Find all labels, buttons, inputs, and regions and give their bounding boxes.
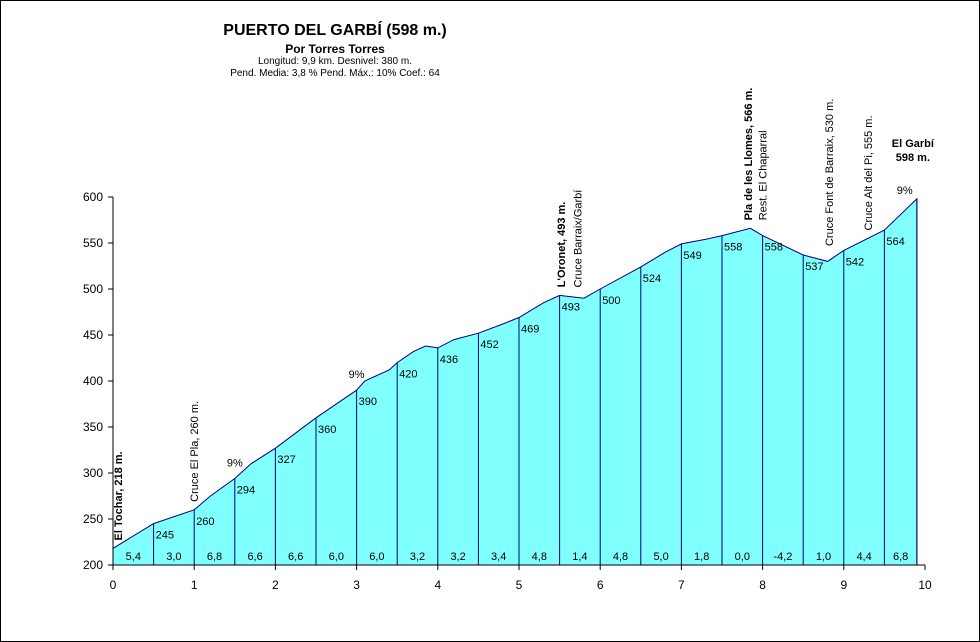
gradient-label: 4,8 bbox=[532, 551, 547, 563]
waypoint-label: Cruce Font de Barraix, 530 m. bbox=[824, 99, 836, 246]
gradient-label: 1,0 bbox=[816, 551, 831, 563]
y-tick-label: 250 bbox=[83, 512, 103, 526]
x-tick-label: 5 bbox=[516, 578, 523, 592]
gradient-label: 6,6 bbox=[247, 551, 262, 563]
gradient-label: 6,8 bbox=[207, 551, 222, 563]
x-tick-label: 2 bbox=[272, 578, 279, 592]
y-tick-label: 350 bbox=[83, 420, 103, 434]
altitude-label: 542 bbox=[846, 256, 864, 268]
altitude-label: 360 bbox=[318, 424, 336, 436]
altitude-label: 558 bbox=[765, 242, 783, 254]
gradient-label: 1,4 bbox=[572, 551, 587, 563]
y-tick-label: 450 bbox=[83, 328, 103, 342]
gradient-label: 6,8 bbox=[893, 551, 908, 563]
altitude-label: 327 bbox=[277, 454, 295, 466]
altitude-label: 420 bbox=[399, 369, 417, 381]
altitude-label: 436 bbox=[440, 354, 458, 366]
max-gradient-label: 9% bbox=[349, 369, 365, 381]
x-tick-label: 7 bbox=[678, 578, 685, 592]
x-tick-label: 9 bbox=[840, 578, 847, 592]
altitude-label: 564 bbox=[886, 236, 904, 248]
y-tick-label: 200 bbox=[83, 558, 103, 572]
altitude-label: 558 bbox=[724, 242, 742, 254]
altitude-label: 493 bbox=[562, 301, 580, 313]
altitude-label: 245 bbox=[156, 530, 174, 542]
waypoint-label: Pla de les Llomes, 566 m. bbox=[743, 88, 755, 221]
y-tick-label: 600 bbox=[83, 190, 103, 204]
gradient-label: 0,0 bbox=[735, 551, 750, 563]
x-tick-label: 6 bbox=[597, 578, 604, 592]
gradient-label: 6,6 bbox=[288, 551, 303, 563]
max-gradient-label: 9% bbox=[227, 458, 243, 470]
gradient-label: 3,2 bbox=[410, 551, 425, 563]
altitude-label: 500 bbox=[602, 295, 620, 307]
x-tick-label: 4 bbox=[434, 578, 441, 592]
x-tick-label: 1 bbox=[191, 578, 198, 592]
altitude-label: 549 bbox=[683, 250, 701, 262]
waypoint-label: Cruce Barraix/Garbí bbox=[572, 190, 584, 288]
gradient-label: 3,0 bbox=[166, 551, 181, 563]
gradient-label: 6,0 bbox=[369, 551, 384, 563]
gradient-label: 4,8 bbox=[613, 551, 628, 563]
y-tick-label: 550 bbox=[83, 236, 103, 250]
gradient-label: 4,4 bbox=[856, 551, 871, 563]
gradient-label: 6,0 bbox=[329, 551, 344, 563]
altitude-label: 390 bbox=[359, 396, 377, 408]
waypoint-label: Cruce El Pla, 260 m. bbox=[189, 401, 201, 502]
altitude-label: 260 bbox=[196, 516, 214, 528]
summit-label: El Garbí bbox=[892, 138, 935, 150]
x-tick-label: 3 bbox=[353, 578, 360, 592]
waypoint-label: L'Oronet, 493 m. bbox=[556, 202, 568, 288]
waypoint-label: Rest. El Chaparral bbox=[757, 130, 769, 220]
altitude-label: 469 bbox=[521, 324, 539, 336]
waypoint-label: El Tochar, 218 m. bbox=[113, 451, 125, 540]
chart-title: PUERTO DEL GARBÍ (598 m.) bbox=[223, 22, 447, 39]
chart-info-line-2: Pend. Media: 3,8 % Pend. Máx.: 10% Coef.… bbox=[230, 68, 440, 79]
x-tick-label: 8 bbox=[759, 578, 766, 592]
x-tick-label: 10 bbox=[918, 578, 932, 592]
y-tick-label: 300 bbox=[83, 466, 103, 480]
summit-altitude-label: 598 m. bbox=[896, 152, 930, 164]
chart-subtitle: Por Torres Torres bbox=[285, 42, 385, 56]
x-tick-label: 0 bbox=[110, 578, 117, 592]
gradient-label: 5,4 bbox=[126, 551, 141, 563]
altitude-label: 294 bbox=[237, 485, 255, 497]
waypoint-label: Cruce Alt del Pi, 555 m. bbox=[863, 115, 875, 230]
profile-area bbox=[112, 197, 918, 566]
altitude-label: 524 bbox=[643, 273, 661, 285]
y-tick-label: 500 bbox=[83, 282, 103, 296]
chart-info-line-1: Longitud: 9,9 km. Desnivel: 380 m. bbox=[258, 56, 412, 67]
altitude-label: 452 bbox=[480, 339, 498, 351]
max-gradient-label: 9% bbox=[897, 185, 913, 197]
altitude-label: 537 bbox=[805, 261, 823, 273]
gradient-label: 3,2 bbox=[450, 551, 465, 563]
y-tick-label: 400 bbox=[83, 374, 103, 388]
gradient-label: -4,2 bbox=[773, 551, 792, 563]
gradient-label: 3,4 bbox=[491, 551, 506, 563]
gradient-label: 5,0 bbox=[653, 551, 668, 563]
gradient-label: 1,8 bbox=[694, 551, 709, 563]
